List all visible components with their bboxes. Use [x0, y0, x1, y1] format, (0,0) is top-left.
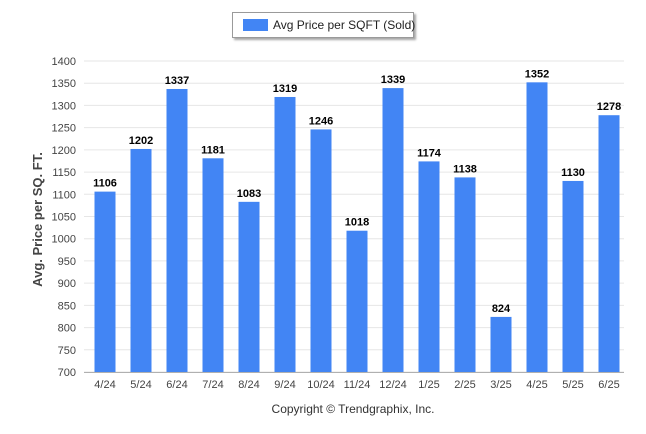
- bar: [598, 115, 620, 373]
- data-label: 1174: [417, 147, 442, 159]
- bar: [166, 88, 188, 373]
- data-label: 1018: [345, 217, 369, 229]
- y-tick-label: 800: [58, 323, 76, 335]
- y-tick-label: 700: [58, 367, 76, 379]
- x-tick-label: 5/24: [130, 379, 151, 391]
- data-label: 1181: [201, 144, 225, 156]
- x-tick-label: 4/25: [526, 379, 547, 391]
- bar: [454, 177, 476, 372]
- bar: [310, 129, 332, 372]
- y-tick-label: 1250: [52, 123, 76, 135]
- x-tick-label: 8/24: [238, 379, 259, 391]
- x-tick-label: 4/24: [94, 379, 115, 391]
- bar: [346, 230, 368, 372]
- y-tick-label: 950: [58, 256, 76, 268]
- y-tick-label: 900: [58, 278, 76, 290]
- data-label: 1319: [273, 83, 297, 95]
- bar: [202, 158, 224, 372]
- data-label: 824: [492, 303, 511, 315]
- y-tick-label: 850: [58, 300, 76, 312]
- x-tick-label: 5/25: [562, 379, 583, 391]
- bar: [526, 82, 548, 372]
- data-label: 1337: [165, 75, 189, 87]
- y-axis-label: Avg. Price per SQ. FT.: [29, 152, 45, 287]
- data-label: 1130: [561, 167, 585, 179]
- data-label: 1278: [597, 101, 621, 113]
- y-tick-label: 1400: [52, 56, 76, 68]
- legend: Avg Price per SQFT (Sold): [232, 12, 416, 38]
- bar: [418, 161, 440, 372]
- y-tick-label: 1100: [52, 189, 76, 201]
- x-tick-label: 7/24: [202, 379, 223, 391]
- y-tick-label: 1000: [52, 234, 76, 246]
- data-label: 1352: [525, 68, 549, 80]
- copyright-text: Copyright © Trendgraphix, Inc.: [271, 402, 435, 416]
- bar: [130, 148, 152, 372]
- y-tick-label: 750: [58, 345, 76, 357]
- data-label: 1138: [453, 163, 477, 175]
- y-tick-label: 1150: [52, 167, 76, 179]
- y-tick-label: 1050: [52, 212, 76, 224]
- y-tick-label: 1300: [52, 100, 76, 112]
- bar: [562, 180, 584, 372]
- bar: [94, 191, 116, 372]
- bar: [274, 96, 296, 372]
- data-label: 1339: [381, 74, 405, 86]
- x-tick-label: 12/24: [379, 379, 407, 391]
- x-tick-label: 2/25: [454, 379, 475, 391]
- bars: [94, 82, 620, 373]
- y-tick-label: 1350: [52, 78, 76, 90]
- data-label: 1246: [309, 115, 333, 127]
- bar: [238, 201, 260, 372]
- legend-label: Avg Price per SQFT (Sold): [273, 18, 416, 32]
- y-axis-ticks: 700 750 800 850 900 950 1000 1050 1100 1150 1200 12…: [52, 56, 76, 379]
- data-label: 1106: [93, 178, 117, 190]
- x-tick-label: 9/24: [274, 379, 295, 391]
- x-axis-ticks: 4/24 5/24 6/24 7/24 8/24 9/24 10/24 11/24 12/24 1…: [94, 379, 619, 391]
- x-tick-label: 6/25: [598, 379, 619, 391]
- bar: [382, 88, 404, 372]
- y-tick-label: 1200: [52, 145, 76, 157]
- x-tick-label: 1/25: [418, 379, 439, 391]
- x-tick-label: 11/24: [344, 379, 371, 391]
- x-tick-label: 3/25: [490, 379, 511, 391]
- x-tick-label: 10/24: [307, 379, 335, 391]
- bar: [490, 316, 512, 372]
- x-tick-label: 6/24: [166, 379, 187, 391]
- data-label: 1202: [129, 135, 153, 147]
- legend-swatch: [243, 19, 268, 31]
- data-label: 1083: [237, 188, 261, 200]
- data-labels: 1106 1202 1337 1181 1083 1319 1246 1018 1339 1174…: [93, 68, 621, 315]
